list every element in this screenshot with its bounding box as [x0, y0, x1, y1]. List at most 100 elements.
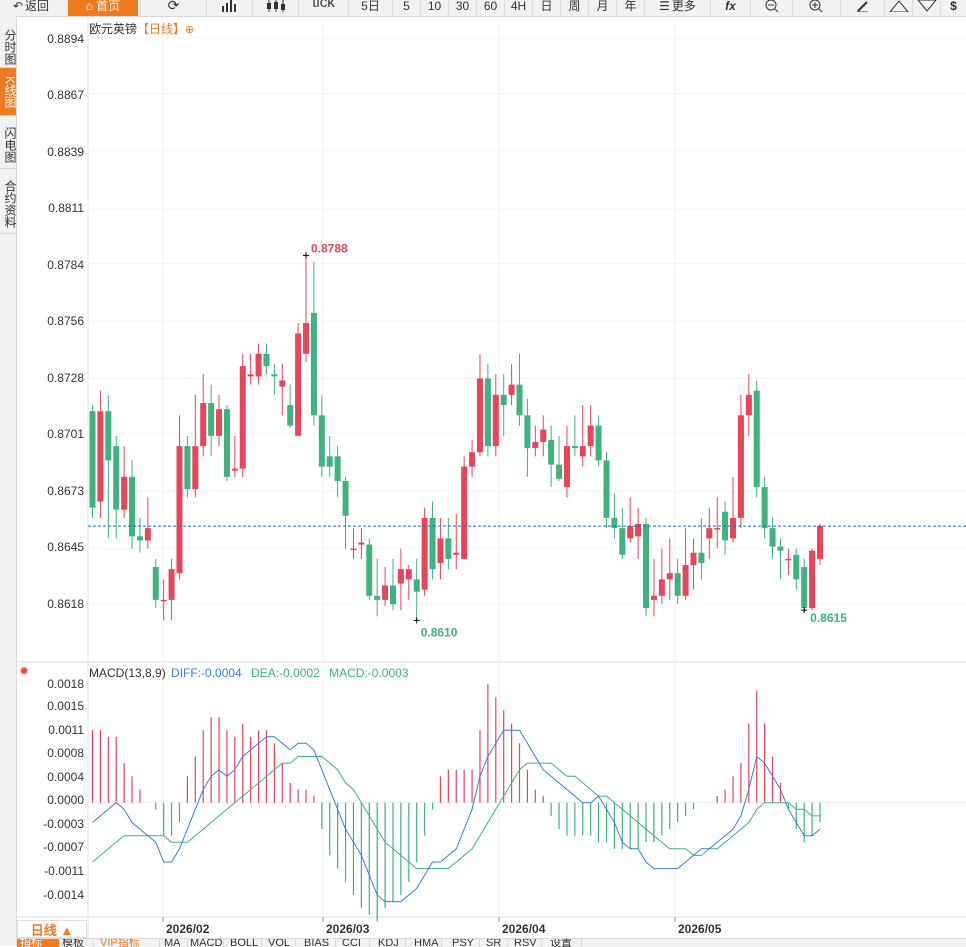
tab-template[interactable]: 模板	[59, 939, 94, 947]
bar-chart-icon	[221, 0, 236, 12]
bar-chart-button[interactable]	[206, 0, 252, 16]
macd-tick: -0.0003	[43, 817, 84, 831]
symbol-name: 欧元英镑	[89, 22, 138, 36]
five-day-button[interactable]: 5日	[348, 0, 392, 16]
candle-up	[350, 548, 357, 551]
macd-tick: 0.0004	[47, 770, 84, 784]
tick-button[interactable]: tick	[298, 0, 348, 16]
candle-up	[476, 378, 483, 453]
macd-tick: -0.0007	[43, 840, 84, 854]
day-button[interactable]: 日	[532, 0, 560, 16]
more-button[interactable]: ☰ 更多	[644, 0, 710, 16]
candle-up	[303, 323, 310, 354]
candle-down	[389, 585, 396, 604]
macd-tick: -0.0014	[43, 888, 84, 902]
price-tick: 0.8756	[47, 314, 84, 328]
candle-up	[532, 441, 539, 449]
nav-flash[interactable]: 闪电图	[0, 119, 17, 169]
draw-pen-button[interactable]	[840, 0, 884, 16]
tab-indicator[interactable]: 指标	[17, 939, 60, 947]
m10-button[interactable]: 10	[420, 0, 448, 16]
tab-settings[interactable]: 设置	[547, 939, 582, 947]
candle-down	[761, 487, 768, 529]
candle-up	[97, 411, 104, 502]
tab-hma[interactable]: HMA	[411, 939, 442, 947]
m30-button[interactable]: 30	[448, 0, 476, 16]
candle-up	[192, 446, 199, 490]
candle-up	[216, 409, 223, 436]
chart-grid	[16, 16, 966, 938]
candle-down	[674, 573, 681, 596]
candle-up	[682, 565, 689, 596]
candle-down	[769, 528, 776, 547]
back-button[interactable]: ↶ 返回	[12, 0, 50, 13]
h4-button[interactable]: 4H	[504, 0, 532, 16]
candle-up	[809, 550, 816, 609]
candle-down	[113, 446, 120, 510]
nav-timeshare[interactable]: 分时图	[0, 24, 17, 68]
nav-contract[interactable]: 合约资料	[0, 172, 17, 234]
candle-down	[445, 538, 452, 559]
week-button[interactable]: 周	[560, 0, 588, 16]
period-tag: 【日线】	[137, 22, 186, 36]
refresh-button[interactable]: ⟳	[140, 0, 206, 16]
tab-bias[interactable]: BIAS	[301, 939, 336, 947]
zoom-in-button[interactable]	[792, 0, 838, 16]
candle-up	[658, 579, 665, 596]
candle-up	[635, 524, 642, 537]
candle-up	[785, 558, 792, 561]
dollar-icon: $	[950, 0, 957, 13]
tab-boll[interactable]: BOLL	[227, 939, 262, 947]
zoom-out-button[interactable]	[750, 0, 792, 16]
price-tick: 0.8894	[47, 32, 84, 46]
home-button[interactable]: ⌂ 首页	[68, 0, 138, 16]
refresh-icon: ⟳	[167, 0, 180, 13]
tab-cci[interactable]: CCI	[339, 939, 370, 947]
candle-up	[405, 569, 412, 580]
candle-up	[492, 394, 499, 447]
tab-vol[interactable]: VOL	[265, 939, 296, 947]
triangle-down-icon	[916, 0, 937, 12]
triangle-down-button[interactable]	[912, 0, 940, 16]
month-button[interactable]: 月	[588, 0, 616, 16]
top-toolbar: ↶ 返回 ⌂ 首页 ⟳ tick 5日 5 10 30 60 4H 日 周 月 …	[0, 0, 966, 17]
candle-down	[89, 411, 96, 508]
candle-up	[508, 384, 515, 395]
tab-sr[interactable]: SR	[483, 939, 508, 947]
nav-kline[interactable]: K线图	[0, 68, 17, 116]
candle-style-button[interactable]	[252, 0, 298, 16]
candle-down	[208, 403, 215, 436]
macd-tick: 0.0018	[47, 677, 84, 691]
tab-kdj[interactable]: KDJ	[375, 939, 406, 947]
tab-psy[interactable]: PSY	[449, 939, 480, 947]
tab-macd[interactable]: MACD	[187, 939, 224, 947]
price-tick: 0.8867	[47, 88, 84, 102]
candle-down	[548, 439, 555, 465]
candle-up	[168, 569, 175, 600]
candle-down	[556, 464, 563, 479]
left-view-nav: 分时图 K线图 闪电图 合约资料	[0, 16, 17, 946]
add-circle-icon[interactable]: ⊕	[185, 24, 195, 36]
m60-button[interactable]: 60	[476, 0, 504, 16]
year-button[interactable]: 年	[616, 0, 644, 16]
dollar-button[interactable]: $	[940, 0, 966, 16]
candle-down	[136, 536, 143, 541]
m5-button[interactable]: 5	[392, 0, 420, 16]
period-select-button[interactable]: 日线 ▲	[17, 920, 87, 938]
formula-button[interactable]: fx	[710, 0, 750, 16]
candle-up	[231, 468, 238, 471]
candle-down	[310, 312, 317, 416]
candle-up	[239, 366, 246, 469]
diff-line	[92, 729, 821, 903]
price-tick: 0.8811	[48, 201, 84, 215]
settings-gear-icon[interactable]: ✹	[19, 664, 30, 678]
tab-vip-indicator[interactable]: VIP指标	[97, 939, 160, 947]
tab-rsv[interactable]: RSV	[511, 939, 542, 947]
menu-icon: ☰	[659, 0, 670, 13]
candle-down	[326, 456, 333, 467]
candle-up	[121, 476, 128, 510]
tab-ma[interactable]: MA	[161, 939, 188, 947]
candle-down	[263, 353, 270, 367]
triangle-up-button[interactable]	[884, 0, 912, 16]
